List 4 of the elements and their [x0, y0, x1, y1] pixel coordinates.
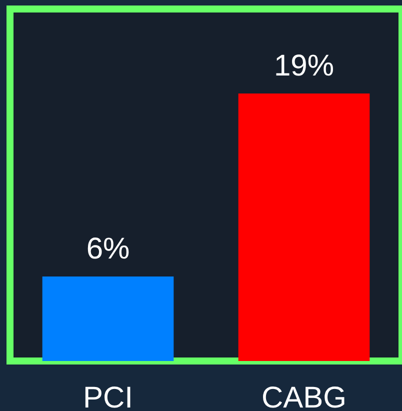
data-label: 6% [86, 232, 130, 266]
x-tick-label: CABG [261, 382, 347, 411]
data-label: 19% [274, 49, 334, 82]
x-tick-label: PCI [82, 382, 134, 411]
